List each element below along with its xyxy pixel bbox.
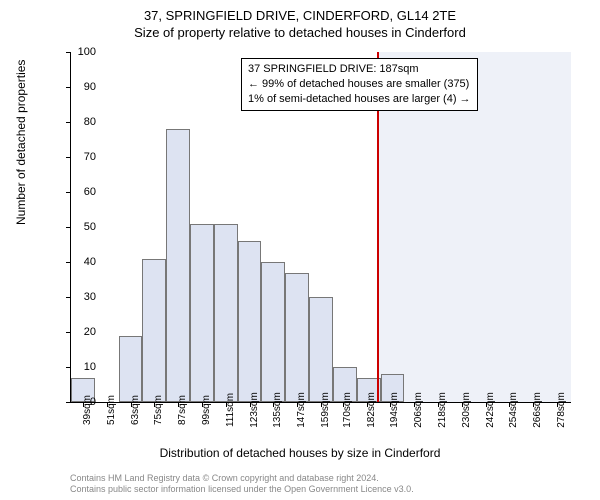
x-tick-label: 135sqm	[272, 392, 283, 428]
histogram-bar	[119, 336, 143, 403]
histogram-bar	[190, 224, 214, 403]
histogram-bar	[214, 224, 238, 403]
histogram-bar	[285, 273, 309, 403]
histogram-bar	[238, 241, 262, 402]
x-tick-label: 254sqm	[508, 392, 519, 428]
histogram-bar	[142, 259, 166, 403]
x-tick-label: 230sqm	[461, 392, 472, 428]
y-tick-label: 20	[66, 326, 96, 338]
x-tick-label: 242sqm	[485, 392, 496, 428]
chart-title-main: 37, SPRINGFIELD DRIVE, CINDERFORD, GL14 …	[0, 0, 600, 23]
y-tick-label: 100	[66, 46, 96, 58]
x-tick-label: 63sqm	[130, 395, 141, 425]
x-tick-label: 266sqm	[532, 392, 543, 428]
x-tick-label: 51sqm	[106, 395, 117, 425]
histogram-bar	[166, 129, 190, 402]
x-tick-label: 123sqm	[249, 392, 260, 428]
x-tick-label: 99sqm	[201, 395, 212, 425]
y-tick-label: 10	[66, 361, 96, 373]
x-tick-label: 87sqm	[177, 395, 188, 425]
y-tick-label: 50	[66, 221, 96, 233]
chart-title-sub: Size of property relative to detached ho…	[0, 23, 600, 40]
info-line-1: 37 SPRINGFIELD DRIVE: 187sqm	[248, 62, 471, 77]
y-tick-label: 40	[66, 256, 96, 268]
y-tick-label: 30	[66, 291, 96, 303]
x-tick-label: 278sqm	[556, 392, 567, 428]
footer-line-2: Contains public sector information licen…	[70, 484, 414, 496]
x-tick-label: 182sqm	[366, 392, 377, 428]
x-tick-label: 206sqm	[413, 392, 424, 428]
chart-plot-area: 37 SPRINGFIELD DRIVE: 187sqm ← 99% of de…	[70, 52, 571, 403]
info-line-3: 1% of semi-detached houses are larger (4…	[248, 92, 471, 107]
y-tick-label: 80	[66, 116, 96, 128]
x-tick-label: 39sqm	[82, 395, 93, 425]
y-tick-label: 60	[66, 186, 96, 198]
x-tick-label: 111sqm	[225, 393, 236, 427]
info-box: 37 SPRINGFIELD DRIVE: 187sqm ← 99% of de…	[241, 58, 478, 111]
x-tick-label: 159sqm	[320, 392, 331, 428]
y-tick-label: 70	[66, 151, 96, 163]
histogram-bar	[261, 262, 285, 402]
footer-line-1: Contains HM Land Registry data © Crown c…	[70, 473, 414, 485]
x-tick-label: 75sqm	[153, 395, 164, 425]
x-axis-label: Distribution of detached houses by size …	[0, 446, 600, 460]
x-tick-label: 218sqm	[437, 392, 448, 428]
y-tick-label: 90	[66, 81, 96, 93]
x-tick-label: 194sqm	[389, 392, 400, 428]
x-tick-label: 170sqm	[342, 392, 353, 428]
histogram-bar	[309, 297, 333, 402]
footer-attribution: Contains HM Land Registry data © Crown c…	[70, 473, 414, 496]
x-tick-label: 147sqm	[296, 392, 307, 428]
info-line-2: ← 99% of detached houses are smaller (37…	[248, 77, 471, 92]
y-axis-label: Number of detached properties	[14, 60, 28, 225]
